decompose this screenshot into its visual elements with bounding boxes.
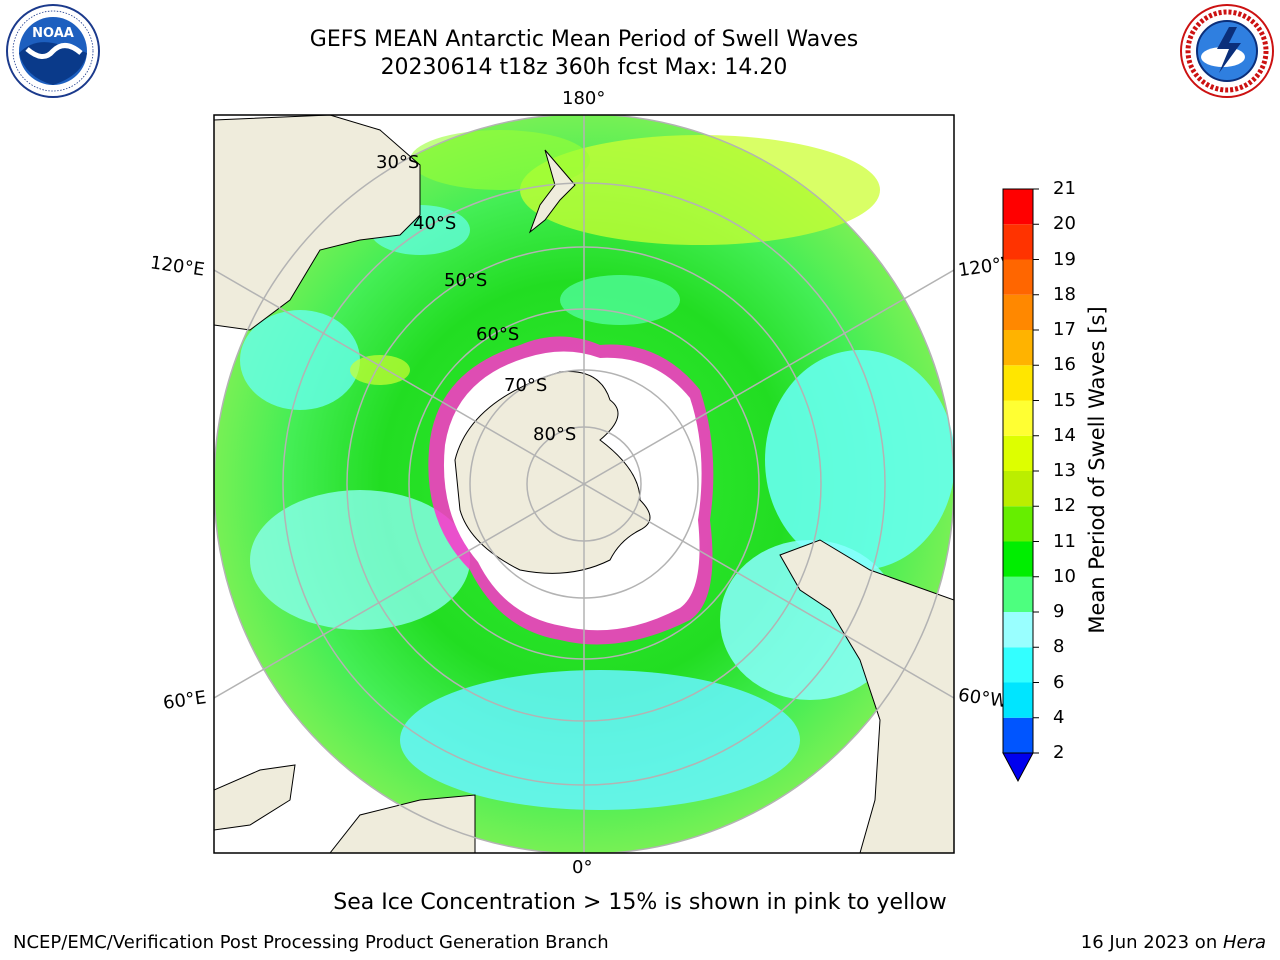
australia-land	[214, 115, 421, 331]
footer-credit: NCEP/EMC/Verification Post Processing Pr…	[13, 932, 609, 953]
colorbar-tick-label: 20	[1053, 213, 1076, 235]
colorbar-segment	[1003, 576, 1033, 612]
colorbar-tick-label: 10	[1053, 565, 1076, 587]
swell-region-cyan-south	[400, 670, 800, 810]
colorbar-tick-label: 13	[1053, 460, 1076, 481]
footer-date: 16 Jun 2023 on Hera	[1081, 932, 1266, 953]
colorbar-tick-label: 8	[1053, 636, 1065, 658]
colorbar-title: Mean Period of Swell Waves [s]	[1085, 306, 1109, 634]
colorbar-tick-label: 19	[1053, 248, 1076, 270]
colorbar-tick-label: 2	[1053, 742, 1065, 763]
meridian-120w-60e	[214, 269, 954, 699]
colorbar-tick-label: 17	[1053, 319, 1076, 340]
south-america-land	[779, 539, 954, 853]
colorbar-extend-triangle	[1002, 752, 1034, 783]
colorbar-tick-label: 21	[1053, 178, 1076, 199]
lon-label-top: 180°	[562, 88, 606, 109]
colorbar-segment	[1003, 647, 1033, 683]
colorbar-tick-label: 6	[1053, 671, 1065, 693]
colorbar-segment	[1003, 435, 1033, 471]
colorbar-segment	[1003, 541, 1033, 577]
colorbar-segment	[1003, 330, 1033, 366]
africa-land	[329, 794, 476, 853]
colorbar-segment	[1003, 682, 1033, 718]
lat-label-70: 70°S	[504, 375, 548, 396]
swell-region-yellow-north	[520, 135, 880, 245]
colorbar-segment	[1003, 259, 1033, 295]
colorbar	[1002, 188, 1039, 783]
footer-date-text: 16 Jun 2023 on	[1080, 932, 1223, 953]
colorbar-tick-label: 12	[1053, 495, 1076, 517]
lon-label-bottom: 0°	[572, 857, 593, 878]
colorbar-segment	[1003, 224, 1033, 260]
colorbar-segment	[1003, 294, 1033, 330]
swell-region-cyan-east	[765, 350, 954, 570]
colorbar-segment	[1003, 189, 1033, 225]
colorbar-tick-label: 9	[1053, 601, 1065, 622]
colorbar-tick-label: 15	[1053, 389, 1076, 411]
plot-title: GEFS MEAN Antarctic Mean Period of Swell…	[309, 27, 859, 52]
colorbar-segment	[1003, 400, 1033, 436]
lat-label-60: 60°S	[476, 324, 520, 345]
madagascar-land	[214, 764, 296, 831]
map-frame	[213, 114, 955, 854]
colorbar-segment	[1003, 365, 1033, 401]
plot-subtitle: 20230614 t18z 360h fcst Max: 14.20	[380, 55, 788, 80]
colorbar-segment	[1003, 471, 1033, 507]
colorbar-segment	[1003, 717, 1033, 753]
sea-ice-caption: Sea Ice Concentration > 15% is shown in …	[333, 890, 947, 915]
colorbar-tick-label: 18	[1053, 283, 1076, 305]
colorbar-segment	[1003, 612, 1033, 648]
noaa-logo-text: NOAA	[32, 26, 74, 41]
colorbar-tick-label: 16	[1053, 354, 1076, 376]
colorbar-tick-label: 4	[1053, 706, 1065, 728]
lat-label-40: 40°S	[413, 213, 457, 234]
lat-label-30: 30°S	[376, 152, 420, 173]
lat-label-50: 50°S	[444, 270, 488, 291]
colorbar-segment	[1003, 506, 1033, 542]
lat-label-80: 80°S	[533, 424, 577, 445]
colorbar-tick-label: 11	[1053, 530, 1076, 552]
colorbar-tick-label: 14	[1053, 424, 1076, 446]
new-zealand-land	[528, 149, 576, 234]
noaa-logo: NOAA	[6, 4, 100, 98]
footer-host: Hera	[1222, 932, 1266, 953]
nws-logo	[1180, 4, 1274, 98]
